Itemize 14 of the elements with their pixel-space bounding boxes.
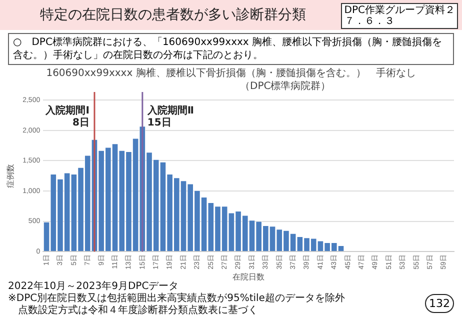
text: ※DPC別在院日数又は包括範囲出来高実績点数が95%tile超のデータを除外 [8, 293, 345, 304]
text: 点数設定方式は令和４年度診断群分類点数表に基づく [17, 305, 259, 317]
text: （DPC標準病院群） [240, 80, 331, 93]
x-axis-title: 在院日数 [232, 272, 265, 282]
ref-line-label: 入院期間Ⅰ 8日 [44, 104, 90, 129]
text: 132 [425, 294, 454, 313]
chart-title: 特定の在院日数の患者数が多い診断群分類 [40, 6, 306, 24]
text: DPC作業グループ資料２ [344, 5, 455, 16]
chart-subtitle: ○ DPC標準病院群における、「160690xx99xxxx 胸椎、腰椎以下骨折損傷（胸・腰髄損傷を含む。）手術なし」の在院日数の分布は下記のとおり。 [8, 33, 454, 65]
text: ７．６．３ [344, 16, 396, 27]
text: 160690xx99xxxx 胸椎、腰椎以下骨折損傷（胸・腰髄損傷を含む。） 手術なし [45, 66, 417, 80]
ref-line-label: 入院期間Ⅱ 15日 [146, 104, 194, 129]
y-axis-title: 症例数 [6, 164, 16, 188]
text: 2022年10月～2023年9月DPCデータ [8, 281, 180, 292]
